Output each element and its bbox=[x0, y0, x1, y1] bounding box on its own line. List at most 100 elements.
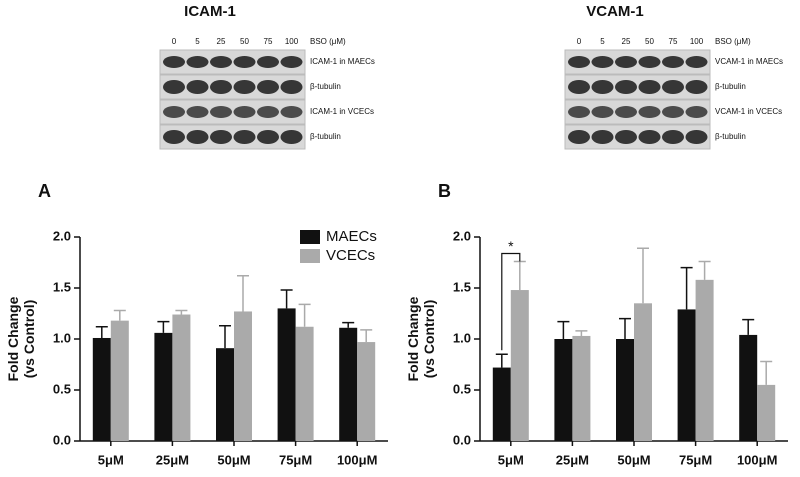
blot-band bbox=[685, 80, 708, 94]
blot-title: VCAM-1 bbox=[586, 3, 644, 20]
bar bbox=[572, 335, 591, 441]
legend-label: VCECs bbox=[326, 247, 375, 264]
blot-band bbox=[615, 130, 637, 144]
y-tick-label: 2.0 bbox=[453, 228, 471, 243]
bar bbox=[154, 332, 173, 441]
error-bar bbox=[280, 289, 293, 309]
significance-mark: * bbox=[508, 238, 514, 254]
blot-band bbox=[685, 56, 708, 68]
dose-label: 75 bbox=[264, 37, 273, 46]
bar bbox=[616, 339, 634, 441]
blot-band bbox=[233, 130, 256, 144]
blot-band bbox=[662, 130, 684, 144]
blot-band bbox=[568, 80, 590, 94]
blot-band bbox=[280, 56, 303, 68]
x-tick-label: 5μM bbox=[498, 452, 524, 467]
blot-band bbox=[568, 106, 590, 118]
x-tick-label: 50μM bbox=[217, 452, 250, 467]
blot-band bbox=[257, 80, 279, 94]
dose-label: 25 bbox=[622, 37, 631, 46]
dose-label: 5 bbox=[195, 37, 200, 46]
dose-label: 50 bbox=[645, 37, 654, 46]
x-tick-label: 25μM bbox=[156, 452, 189, 467]
blot-band bbox=[257, 130, 279, 144]
legend-label: MAECs bbox=[326, 228, 377, 245]
y-tick-label: 0.5 bbox=[453, 381, 471, 396]
dose-label: 25 bbox=[217, 37, 226, 46]
y-axis-label-line: (vs Control) bbox=[421, 300, 437, 379]
dose-label: 0 bbox=[577, 37, 582, 46]
blot-band bbox=[591, 80, 614, 94]
blot-band bbox=[210, 106, 232, 118]
dose-label: 75 bbox=[669, 37, 678, 46]
blot-band bbox=[615, 106, 637, 118]
blot-band bbox=[163, 130, 185, 144]
error-bar bbox=[113, 309, 126, 321]
error-bar bbox=[760, 360, 773, 385]
error-bar bbox=[619, 317, 631, 339]
error-bar bbox=[175, 309, 188, 315]
blot-band bbox=[233, 80, 256, 94]
x-tick-label: 75μM bbox=[279, 452, 312, 467]
bar bbox=[110, 320, 129, 441]
error-bar bbox=[298, 303, 311, 327]
error-bar bbox=[95, 326, 108, 338]
blot-band bbox=[662, 56, 684, 68]
blot-band bbox=[210, 80, 232, 94]
legend-swatch bbox=[300, 230, 320, 244]
error-bar bbox=[237, 275, 249, 312]
blot-band bbox=[568, 130, 590, 144]
y-tick-label: 1.5 bbox=[453, 279, 471, 294]
error-bar bbox=[157, 320, 170, 333]
blot-band bbox=[186, 56, 209, 68]
blot-row-label: ICAM-1 in MAECs bbox=[310, 57, 375, 66]
error-bar bbox=[219, 324, 231, 349]
blot-band bbox=[186, 130, 209, 144]
blot-row-label: ICAM-1 in VCECs bbox=[310, 107, 374, 116]
y-axis-label: Fold Change(vs Control) bbox=[5, 296, 37, 381]
bar bbox=[634, 303, 652, 441]
error-bar bbox=[680, 266, 693, 310]
dose-axis-label: BSO (μM) bbox=[715, 37, 751, 46]
bar bbox=[295, 326, 314, 441]
y-axis-label: Fold Change(vs Control) bbox=[405, 296, 437, 381]
y-axis-label-line: (vs Control) bbox=[21, 300, 37, 379]
bar bbox=[492, 367, 511, 441]
blot-band bbox=[210, 56, 232, 68]
bar bbox=[677, 309, 696, 441]
blot-band bbox=[186, 80, 209, 94]
bar bbox=[339, 327, 358, 441]
blot-row-label: β-tubulin bbox=[310, 82, 341, 91]
y-tick-label: 1.0 bbox=[453, 330, 471, 345]
error-bar bbox=[513, 260, 526, 291]
panel-label: A bbox=[38, 181, 51, 201]
blot-row-label: VCAM-1 in VCECs bbox=[715, 107, 782, 116]
blot-band bbox=[257, 106, 279, 118]
bar bbox=[739, 334, 758, 441]
blot-band bbox=[591, 106, 614, 118]
blot-band bbox=[233, 106, 256, 118]
blot-band bbox=[615, 80, 637, 94]
y-tick-label: 1.5 bbox=[53, 279, 71, 294]
y-tick-label: 1.0 bbox=[53, 330, 71, 345]
blot-title: ICAM-1 bbox=[184, 3, 236, 20]
blot-band bbox=[638, 80, 661, 94]
bar bbox=[510, 290, 529, 441]
error-bar bbox=[575, 330, 588, 336]
y-axis-label-line: Fold Change bbox=[405, 296, 421, 381]
error-bar bbox=[342, 321, 355, 328]
significance-bracket bbox=[501, 252, 521, 351]
error-bar bbox=[360, 329, 373, 343]
blot-row-label: β-tubulin bbox=[715, 132, 746, 141]
blot-band bbox=[163, 56, 185, 68]
bar bbox=[357, 342, 376, 441]
dose-label: 5 bbox=[600, 37, 605, 46]
dose-label: 50 bbox=[240, 37, 249, 46]
blot-band bbox=[638, 106, 661, 118]
x-tick-label: 5μM bbox=[98, 452, 124, 467]
error-bar bbox=[698, 260, 711, 280]
dose-label: 0 bbox=[172, 37, 177, 46]
y-tick-label: 0.0 bbox=[53, 432, 71, 447]
x-tick-label: 100μM bbox=[737, 452, 777, 467]
